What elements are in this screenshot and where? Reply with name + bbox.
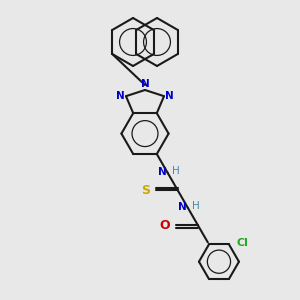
Text: Cl: Cl: [237, 238, 249, 248]
Text: N: N: [178, 202, 187, 212]
Text: N: N: [141, 79, 149, 89]
Text: H: H: [192, 201, 200, 211]
Text: H: H: [172, 166, 179, 176]
Text: O: O: [159, 218, 170, 232]
Text: N: N: [158, 167, 167, 177]
Text: S: S: [141, 184, 150, 197]
Text: N: N: [165, 91, 174, 101]
Text: N: N: [116, 91, 125, 101]
